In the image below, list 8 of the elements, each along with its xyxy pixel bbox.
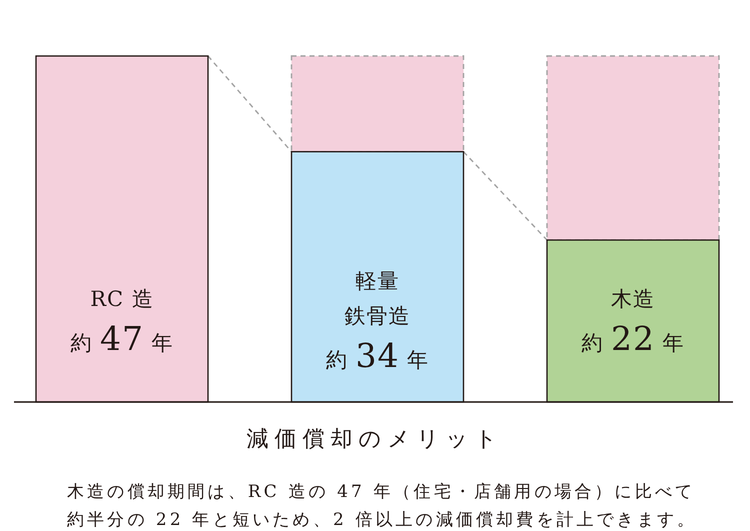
x-tick-label: 木造 [611, 286, 655, 313]
data-label: 約 34 年 [326, 335, 430, 378]
data-label: 約 22 年 [581, 318, 685, 360]
x-tick-label: 軽量鉄骨造 [344, 268, 410, 330]
data-label: 約 47 年 [70, 318, 174, 360]
text: 減価償却のメリット [246, 426, 504, 454]
x-tick-label: RC 造 [90, 286, 154, 313]
text: 木造の償却期間は、RC 造の 47 年（住宅・店舗用の場合）に比べて約半分の 22 年と短いため、2 倍以上の減価償却費を計上できます。 [67, 481, 698, 531]
